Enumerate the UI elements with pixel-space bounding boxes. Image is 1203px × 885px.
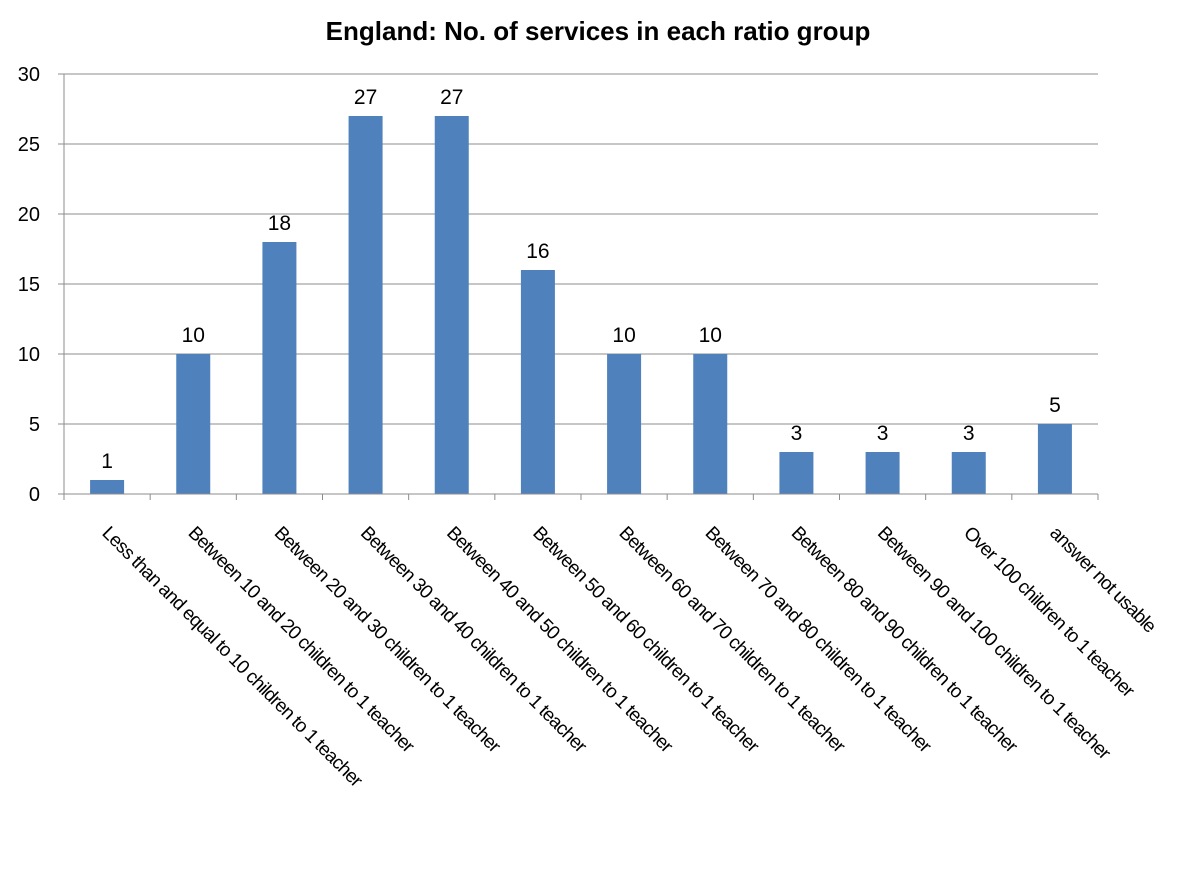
data-label: 16 bbox=[526, 240, 549, 263]
chart-title: England: No. of services in each ratio g… bbox=[326, 16, 871, 46]
bar bbox=[865, 452, 900, 494]
data-label: 27 bbox=[440, 86, 463, 109]
bar bbox=[1037, 424, 1072, 494]
axes bbox=[63, 74, 1099, 500]
y-tick-label: 30 bbox=[18, 64, 40, 86]
data-label: 18 bbox=[268, 212, 291, 235]
gridlines bbox=[58, 73, 1098, 495]
bar bbox=[434, 116, 469, 494]
data-label: 3 bbox=[791, 422, 803, 445]
bar bbox=[90, 480, 125, 494]
data-label: 5 bbox=[1049, 394, 1061, 417]
bar bbox=[520, 270, 555, 494]
category-labels: Less than and equal to 10 children to 1 … bbox=[98, 523, 1160, 792]
bar bbox=[176, 354, 211, 494]
data-labels: 1 10 18 27 27 16 10 10 3 3 3 5 bbox=[101, 86, 1061, 473]
bar bbox=[348, 116, 383, 494]
data-label: 10 bbox=[699, 324, 722, 347]
bars bbox=[90, 116, 1072, 494]
data-label: 27 bbox=[354, 86, 377, 109]
y-axis-tick-labels: 0 5 10 15 20 25 30 bbox=[18, 64, 40, 506]
bar bbox=[607, 354, 642, 494]
bar bbox=[693, 354, 728, 494]
data-label: 3 bbox=[877, 422, 889, 445]
bar bbox=[779, 452, 814, 494]
data-label: 3 bbox=[963, 422, 975, 445]
y-tick-label: 0 bbox=[29, 484, 40, 506]
y-tick-label: 25 bbox=[18, 134, 40, 156]
y-tick-label: 15 bbox=[18, 274, 40, 296]
y-tick-label: 20 bbox=[18, 204, 40, 226]
data-label: 10 bbox=[182, 324, 205, 347]
data-label: 10 bbox=[612, 324, 635, 347]
y-tick-label: 5 bbox=[29, 414, 40, 436]
data-label: 1 bbox=[101, 450, 113, 473]
category-label: Over 100 children to 1 teacher bbox=[959, 523, 1139, 703]
bar bbox=[262, 242, 297, 494]
bar bbox=[951, 452, 986, 494]
y-tick-label: 10 bbox=[18, 344, 40, 366]
